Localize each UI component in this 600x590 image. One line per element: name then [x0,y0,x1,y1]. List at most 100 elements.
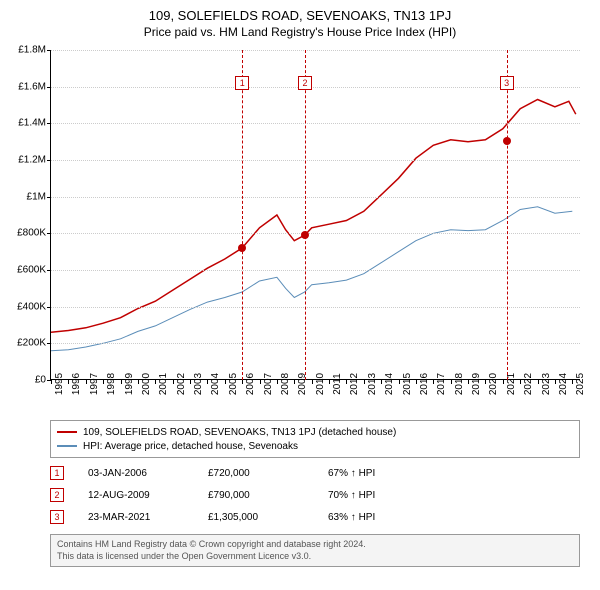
event-date: 03-JAN-2006 [88,468,208,479]
x-tick [468,380,469,384]
x-tick [294,380,295,384]
x-tick [572,380,573,384]
event-vline [305,50,306,380]
chart-svg [51,50,581,380]
x-tick [346,380,347,384]
event-date: 12-AUG-2009 [88,490,208,501]
event-marker: 1 [235,76,249,90]
legend-row: HPI: Average price, detached house, Seve… [57,439,573,453]
legend-label: 109, SOLEFIELDS ROAD, SEVENOAKS, TN13 1P… [83,427,396,438]
y-tick [47,307,51,308]
x-tick [68,380,69,384]
x-axis-label: 2000 [141,373,152,395]
y-tick [47,123,51,124]
price-dot [503,137,511,145]
x-axis-label: 2004 [210,373,221,395]
x-tick [173,380,174,384]
event-number-box: 2 [50,488,64,502]
x-tick [207,380,208,384]
x-tick [485,380,486,384]
y-tick [47,197,51,198]
x-axis-label: 2025 [575,373,586,395]
x-tick [416,380,417,384]
x-axis-label: 2011 [332,373,343,395]
y-tick [47,343,51,344]
series-property [51,100,576,333]
price-dot [301,231,309,239]
chart-area: £0£200K£400K£600K£800K£1M£1.2M£1.4M£1.6M… [50,50,580,380]
x-tick [242,380,243,384]
x-tick [103,380,104,384]
x-axis-label: 2003 [193,373,204,395]
x-tick [51,380,52,384]
legend-swatch [57,431,77,433]
y-axis-label: £600K [17,265,46,276]
x-axis-label: 2022 [523,373,534,395]
x-tick [520,380,521,384]
event-hpi: 67% ↑ HPI [328,468,375,479]
y-axis-label: £1M [27,191,46,202]
x-tick [277,380,278,384]
gridline [51,233,580,234]
x-tick [399,380,400,384]
x-axis-label: 2009 [297,373,308,395]
x-axis-label: 2005 [228,373,239,395]
x-tick [364,380,365,384]
y-axis-label: £800K [17,228,46,239]
x-axis-label: 1999 [124,373,135,395]
x-axis-label: 2001 [158,373,169,395]
x-tick [451,380,452,384]
title-block: 109, SOLEFIELDS ROAD, SEVENOAKS, TN13 1P… [0,0,600,43]
x-axis-label: 2018 [454,373,465,395]
y-tick [47,160,51,161]
y-axis-label: £1.2M [18,155,46,166]
price-dot [238,244,246,252]
x-axis-label: 2020 [488,373,499,395]
event-row: 212-AUG-2009£790,00070% ↑ HPI [50,484,580,506]
x-axis-label: 2017 [436,373,447,395]
gridline [51,197,580,198]
y-axis-label: £1.4M [18,118,46,129]
y-axis-label: £1.6M [18,81,46,92]
event-price: £720,000 [208,468,328,479]
x-axis-label: 1997 [89,373,100,395]
event-row: 3 23-MAR-2021£1,305,00063% ↑ HPI [50,506,580,528]
event-date: 23-MAR-2021 [88,512,208,523]
legend-label: HPI: Average price, detached house, Seve… [83,441,298,452]
gridline [51,270,580,271]
y-axis-label: £1.8M [18,45,46,56]
gridline [51,160,580,161]
legend-swatch [57,445,77,447]
x-tick [86,380,87,384]
gridline [51,123,580,124]
event-hpi: 70% ↑ HPI [328,490,375,501]
event-number-box: 3 [50,510,64,524]
x-tick [138,380,139,384]
chart-container: 109, SOLEFIELDS ROAD, SEVENOAKS, TN13 1P… [0,0,600,590]
x-tick [381,380,382,384]
x-axis-label: 2015 [402,373,413,395]
gridline [51,307,580,308]
x-tick [503,380,504,384]
x-tick [155,380,156,384]
event-number-box: 1 [50,466,64,480]
x-tick [260,380,261,384]
x-axis-label: 2013 [367,373,378,395]
event-price: £1,305,000 [208,512,328,523]
x-axis-label: 2023 [541,373,552,395]
x-axis-label: 2012 [349,373,360,395]
x-tick [312,380,313,384]
x-tick [225,380,226,384]
x-axis-label: 2014 [384,373,395,395]
y-tick [47,270,51,271]
legend-row: 109, SOLEFIELDS ROAD, SEVENOAKS, TN13 1P… [57,425,573,439]
x-axis-label: 2008 [280,373,291,395]
event-hpi: 63% ↑ HPI [328,512,375,523]
x-tick [190,380,191,384]
x-axis-label: 2002 [176,373,187,395]
gridline [51,343,580,344]
x-tick [555,380,556,384]
title-address: 109, SOLEFIELDS ROAD, SEVENOAKS, TN13 1P… [0,8,600,23]
event-vline [242,50,243,380]
footer-line1: Contains HM Land Registry data © Crown c… [57,539,573,551]
